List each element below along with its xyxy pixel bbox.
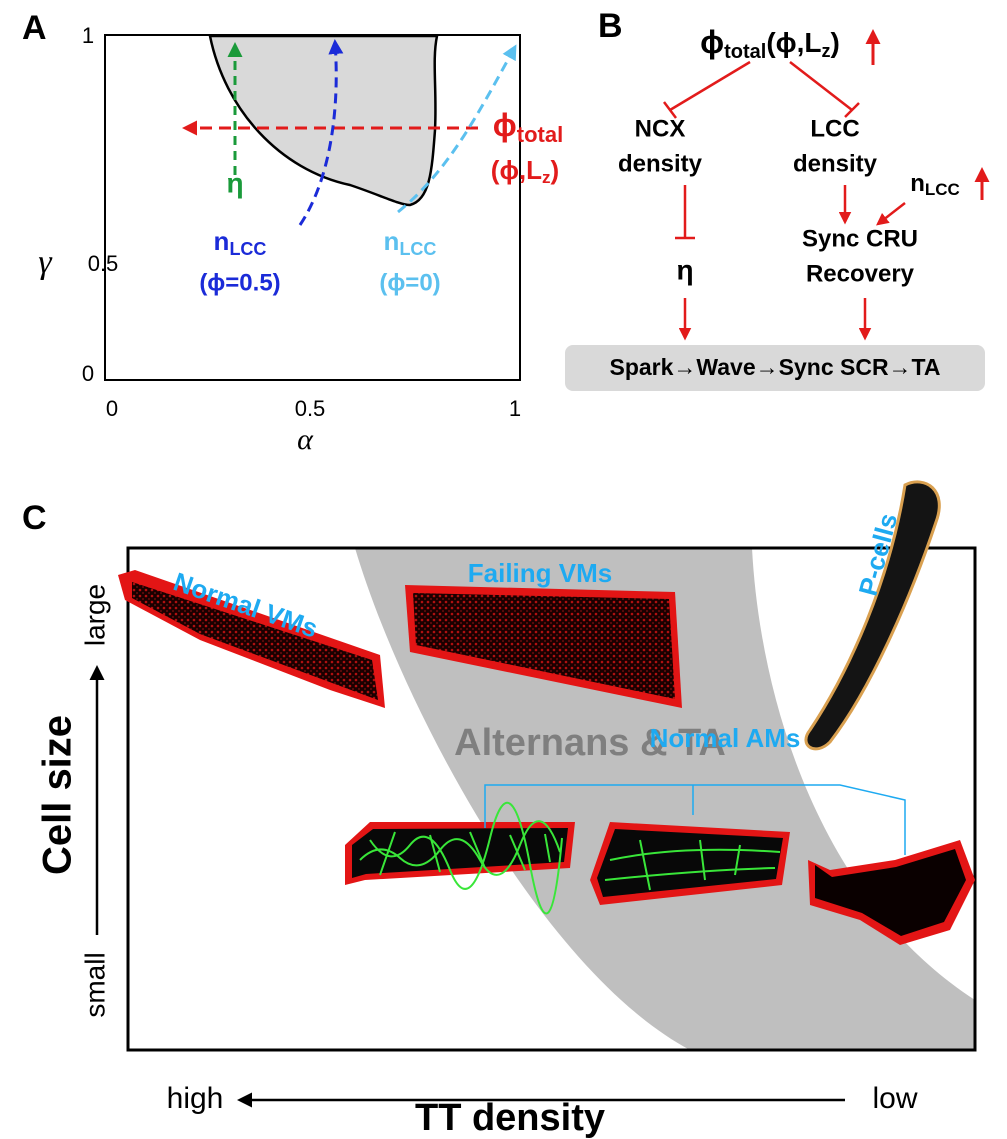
node-text: NCX [635, 115, 686, 142]
symbol: n [214, 226, 230, 256]
y-end-label: large [79, 584, 110, 646]
args: (ϕ,L [491, 155, 542, 185]
cell-image [815, 849, 966, 936]
y-tick-label: 0 [82, 361, 94, 386]
cell-label: Normal AMs [650, 723, 801, 753]
node-text: LCC [810, 115, 859, 142]
panel-a: A 1 0.5 0 0 0.5 1 α γ η ϕtotal (ϕ,Lz) nL… [22, 9, 563, 456]
plot-frame [126, 546, 977, 1052]
symbol: n [384, 226, 400, 256]
edges [663, 60, 906, 341]
bracket [484, 784, 906, 855]
alternans-region [355, 548, 975, 1050]
y-axis-label: Cell size [36, 715, 80, 875]
y-tick-label: 0.5 [88, 251, 119, 276]
symbol: n [910, 170, 925, 197]
eta-node: η [676, 254, 693, 285]
phi-total-node: ϕtotal(ϕ,Lz) [700, 24, 840, 63]
panel-label: B [598, 7, 623, 45]
condition-label: (ϕ=0.5) [199, 269, 280, 296]
cell-image [804, 480, 941, 751]
x-end-label: low [872, 1082, 917, 1115]
eta-label: η [226, 167, 243, 198]
cell-label: Failing VMs [468, 558, 612, 588]
subscript: LCC [399, 239, 436, 259]
panel-b: B ϕtotal(ϕ,Lz) NCX density LCC density n… [565, 7, 990, 391]
y-tick-label: 1 [82, 23, 94, 48]
y-axis-label: γ [38, 244, 53, 281]
cell-image [597, 829, 783, 897]
node-text: density [618, 150, 703, 177]
phi-total-label: ϕtotal [493, 107, 563, 146]
panel-label: C [22, 499, 47, 537]
cell-image [413, 593, 675, 699]
subscript: z [542, 168, 551, 187]
n-lcc-curve [397, 44, 517, 214]
phi-args-label: (ϕ,Lz) [491, 155, 559, 188]
cell-image [132, 582, 378, 700]
n-lcc-label: nLCC [214, 226, 267, 259]
outcome-text: Spark→Wave→Sync SCR→TA [609, 354, 940, 380]
region-label: Alternans & TA [454, 722, 726, 764]
n-lcc-node: nLCC [910, 170, 960, 199]
x-axis-label: TT density [415, 1097, 605, 1139]
cell-image [352, 828, 568, 878]
node-text: Sync CRU [802, 225, 918, 252]
x-tick-label: 0.5 [295, 396, 326, 421]
subscript: total [517, 122, 563, 147]
node-text: Recovery [806, 260, 915, 287]
x-tick-label: 1 [509, 396, 521, 421]
subscript: LCC [925, 180, 960, 199]
node-text: density [793, 150, 878, 177]
close: ) [831, 27, 840, 58]
x-tick-label: 0 [106, 396, 118, 421]
n-lcc-label: nLCC [384, 226, 437, 259]
symbol: ϕ [700, 24, 724, 60]
args: (ϕ,L [766, 27, 821, 58]
panel-c: C Alternans & TA Normal VMs Failing VMs … [22, 480, 977, 1139]
x-end-label: high [167, 1082, 224, 1115]
subscript: z [822, 41, 831, 61]
y-end-label: small [79, 952, 110, 1017]
panel-label: A [22, 9, 47, 47]
outcome-box [565, 345, 985, 391]
x-axis-label: α [297, 423, 314, 456]
symbol: ϕ [493, 107, 517, 143]
close: ) [551, 155, 560, 185]
subscript: LCC [229, 239, 266, 259]
shaded-region [208, 34, 439, 207]
subscript: total [724, 41, 766, 63]
condition-label: (ϕ=0) [379, 269, 440, 296]
tubule-lines [359, 801, 781, 915]
n-lcc-curve [298, 39, 344, 226]
